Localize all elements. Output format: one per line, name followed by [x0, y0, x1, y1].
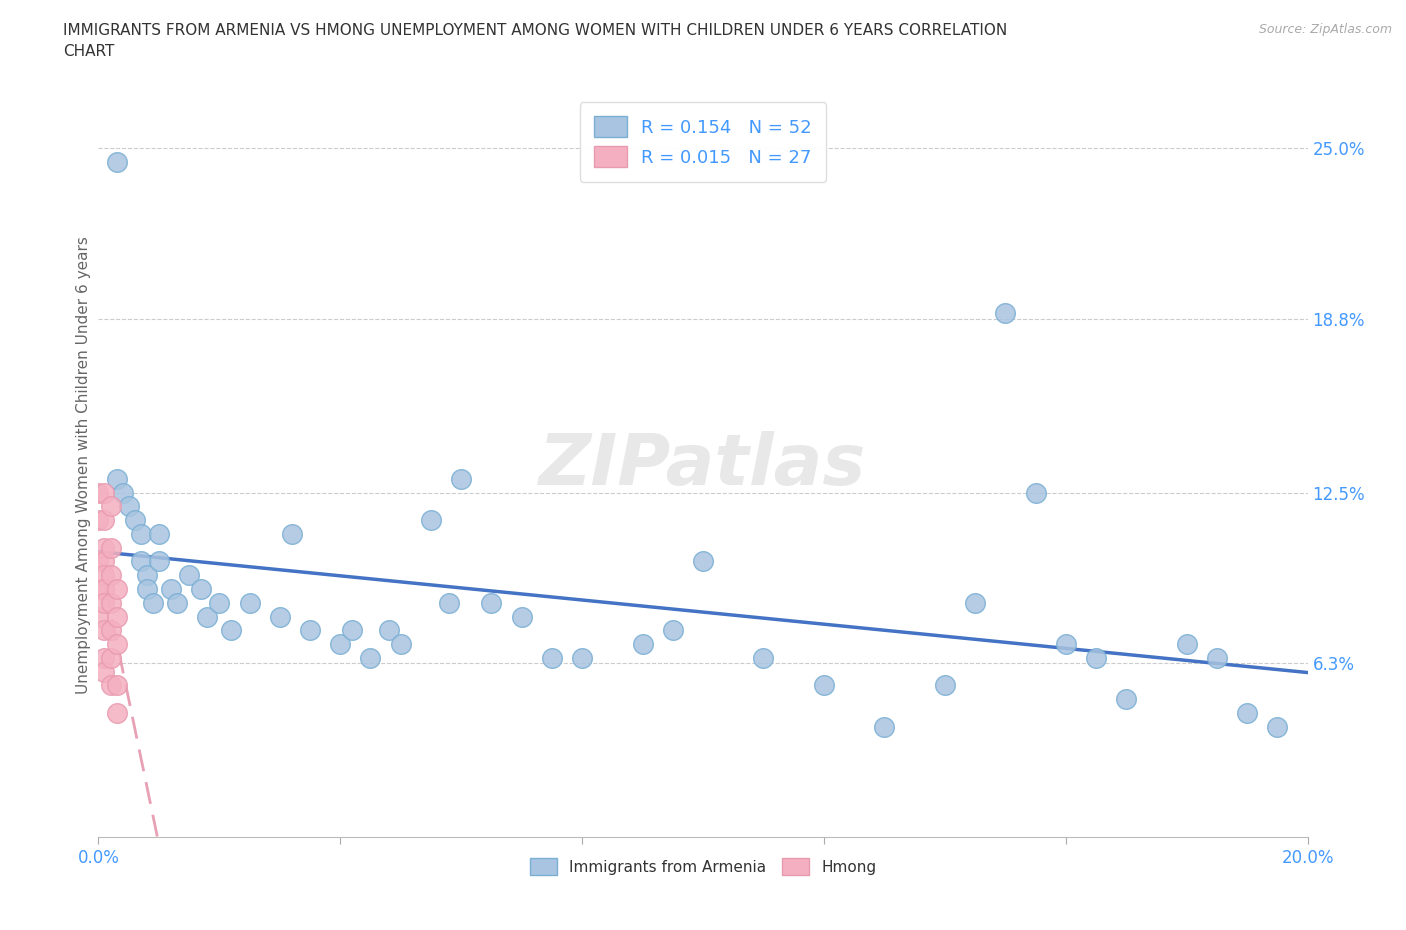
- Point: [93, 623, 115, 638]
- Point: [481, 595, 503, 610]
- Point: [105, 472, 128, 486]
- Point: [100, 650, 122, 665]
- Point: [661, 623, 683, 638]
- Point: [1206, 650, 1229, 665]
- Point: [269, 609, 291, 624]
- Point: [100, 623, 122, 638]
- Point: [377, 623, 399, 638]
- Point: [160, 581, 183, 596]
- Point: [1115, 692, 1137, 707]
- Point: [93, 485, 115, 500]
- Point: [93, 581, 115, 596]
- Point: [93, 568, 115, 583]
- Point: [510, 609, 533, 624]
- Point: [100, 540, 122, 555]
- Point: [148, 554, 170, 569]
- Point: [965, 595, 987, 610]
- Point: [571, 650, 593, 665]
- Point: [87, 581, 110, 596]
- Point: [105, 609, 128, 624]
- Point: [1175, 637, 1198, 652]
- Point: [87, 485, 110, 500]
- Point: [100, 678, 122, 693]
- Point: [299, 623, 322, 638]
- Point: [1024, 485, 1046, 500]
- Text: IMMIGRANTS FROM ARMENIA VS HMONG UNEMPLOYMENT AMONG WOMEN WITH CHILDREN UNDER 6 : IMMIGRANTS FROM ARMENIA VS HMONG UNEMPLO…: [63, 23, 1008, 38]
- Point: [631, 637, 654, 652]
- Point: [360, 650, 382, 665]
- Point: [148, 526, 170, 541]
- Point: [179, 568, 201, 583]
- Point: [813, 678, 835, 693]
- Point: [873, 719, 896, 734]
- Point: [281, 526, 304, 541]
- Point: [1085, 650, 1108, 665]
- Point: [420, 512, 443, 527]
- Point: [129, 526, 152, 541]
- Point: [105, 637, 128, 652]
- Point: [692, 554, 714, 569]
- Point: [389, 637, 412, 652]
- Point: [1054, 637, 1077, 652]
- Point: [135, 581, 157, 596]
- Point: [100, 595, 122, 610]
- Point: [221, 623, 243, 638]
- Point: [752, 650, 775, 665]
- Point: [100, 568, 122, 583]
- Point: [239, 595, 262, 610]
- Point: [87, 512, 110, 527]
- Point: [105, 706, 128, 721]
- Point: [105, 678, 128, 693]
- Point: [105, 581, 128, 596]
- Point: [93, 664, 115, 679]
- Point: [142, 595, 165, 610]
- Text: CHART: CHART: [63, 44, 115, 59]
- Point: [540, 650, 562, 665]
- Point: [135, 568, 157, 583]
- Point: [129, 554, 152, 569]
- Point: [124, 512, 146, 527]
- Point: [105, 154, 128, 169]
- Point: [329, 637, 352, 652]
- Point: [118, 498, 141, 513]
- Point: [994, 306, 1017, 321]
- Point: [1267, 719, 1289, 734]
- Point: [93, 554, 115, 569]
- Point: [93, 540, 115, 555]
- Text: Source: ZipAtlas.com: Source: ZipAtlas.com: [1258, 23, 1392, 36]
- Point: [93, 595, 115, 610]
- Point: [190, 581, 212, 596]
- Point: [208, 595, 231, 610]
- Point: [450, 472, 472, 486]
- Point: [100, 498, 122, 513]
- Legend: Immigrants from Armenia, Hmong: Immigrants from Armenia, Hmong: [523, 852, 883, 882]
- Point: [934, 678, 956, 693]
- Point: [1236, 706, 1258, 721]
- Point: [166, 595, 188, 610]
- Point: [437, 595, 460, 610]
- Point: [93, 650, 115, 665]
- Point: [87, 554, 110, 569]
- Y-axis label: Unemployment Among Women with Children Under 6 years: Unemployment Among Women with Children U…: [76, 236, 91, 694]
- Point: [87, 609, 110, 624]
- Point: [111, 485, 134, 500]
- Point: [93, 512, 115, 527]
- Text: ZIPatlas: ZIPatlas: [540, 431, 866, 499]
- Point: [195, 609, 218, 624]
- Point: [342, 623, 364, 638]
